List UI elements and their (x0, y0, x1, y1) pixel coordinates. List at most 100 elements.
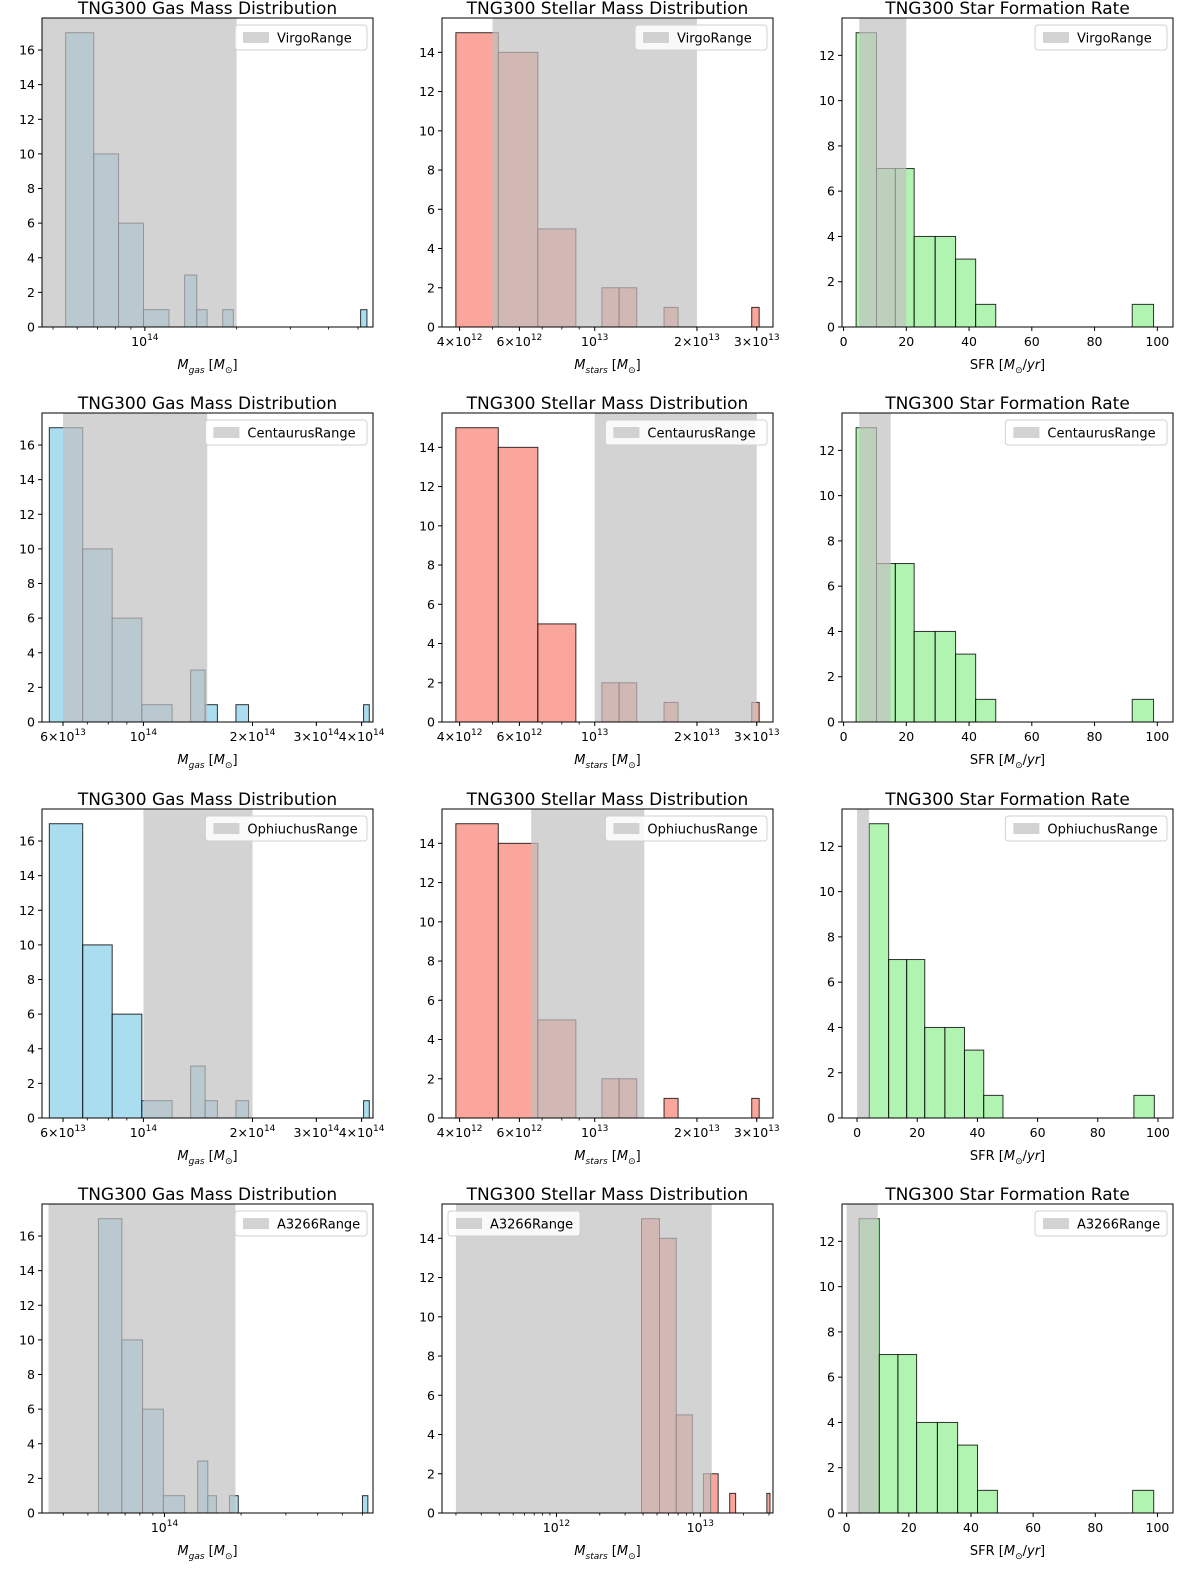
histogram-bar (934, 235, 957, 327)
y-tick-label: 12 (419, 1270, 435, 1285)
x-tick-label: 60 (1024, 729, 1040, 744)
y-tick-label: 6 (827, 579, 835, 594)
y-tick-label: 4 (427, 636, 435, 651)
chart-panel-3-2: 0 2 4 6 8 10 12 14 4×1012 6×1012 1013 2×1013 3×1013 T… (400, 791, 800, 1186)
x-tick-label: 3×1013 (734, 333, 780, 349)
y-tick-label: 6 (427, 993, 435, 1008)
y-axis: 0 2 4 6 8 10 12 14 16 (19, 834, 42, 1126)
chart-title: TNG300 Star Formation Rate (884, 0, 1130, 19)
y-tick-label: 14 (19, 77, 35, 92)
histogram-bar (751, 306, 760, 327)
y-tick-label: 8 (827, 533, 835, 548)
x-axis-label: Mgas [M⊙] (177, 753, 237, 771)
legend: VirgoRange (634, 24, 768, 51)
histogram-bar (1131, 698, 1155, 722)
histogram-bar (663, 1097, 679, 1118)
histogram-bar (455, 823, 499, 1118)
y-tick-label: 10 (419, 1309, 435, 1324)
histogram-bar (913, 235, 936, 327)
y-tick-label: 4 (27, 250, 35, 265)
histogram-bar (729, 1492, 737, 1513)
cluster-range-band (492, 18, 697, 327)
x-tick-label: 1014 (131, 333, 159, 349)
histogram-bar (983, 1094, 1004, 1118)
y-tick-label: 12 (19, 1298, 35, 1313)
y-tick-label: 0 (427, 320, 435, 335)
histogram-bar (455, 427, 499, 722)
y-tick-label: 6 (427, 202, 435, 217)
y-tick-label: 12 (19, 507, 35, 522)
axes-frame (41, 1203, 374, 1514)
y-tick-label: 10 (419, 123, 435, 138)
x-tick-label: 40 (969, 1125, 985, 1140)
legend-swatch (613, 823, 640, 834)
y-tick-label: 2 (27, 1076, 35, 1091)
x-tick-label: 6×1012 (496, 333, 542, 349)
axes-frame (441, 17, 774, 328)
y-tick-label: 10 (819, 1279, 835, 1294)
legend-swatch (456, 1218, 482, 1229)
x-axis-label: Mgas [M⊙] (177, 1544, 237, 1562)
chart-svg: 0 2 4 6 8 10 12 14 16 1014 TNG300 Gas Mass Distrib… (19, 1186, 374, 1562)
histogram-bar (955, 653, 977, 722)
cluster-range-band (594, 413, 757, 722)
y-tick-label: 2 (27, 1471, 35, 1486)
y-tick-label: 2 (427, 1071, 435, 1086)
x-tick-label: 2×1014 (230, 728, 276, 744)
legend-label: VirgoRange (677, 32, 752, 47)
cluster-range-band (859, 413, 891, 722)
y-tick-label: 4 (427, 241, 435, 256)
histogram-bar (934, 630, 957, 722)
x-tick-label: 4×1014 (339, 728, 385, 744)
histogram-bar (944, 1026, 965, 1118)
legend-label: A3266Range (490, 1218, 573, 1233)
x-tick-label: 20 (898, 334, 914, 349)
histogram-bar (537, 623, 577, 722)
y-tick-label: 6 (27, 1402, 35, 1417)
x-tick-label: 80 (1087, 1520, 1103, 1535)
y-tick-label: 6 (27, 216, 35, 231)
cluster-range-band (455, 1204, 712, 1513)
legend-swatch (243, 32, 269, 43)
y-tick-label: 10 (819, 488, 835, 503)
histogram-bar (975, 303, 997, 327)
y-tick-label: 2 (427, 675, 435, 690)
x-axis-label: Mstars [M⊙] (574, 358, 640, 376)
x-axis: 4×1012 6×1012 1013 2×1013 3×1013 (437, 327, 780, 349)
x-axis: 4×1012 6×1012 1013 2×1013 3×1013 (437, 1118, 780, 1140)
y-tick-label: 0 (827, 320, 835, 335)
y-axis: 0 2 4 6 8 10 12 (819, 839, 842, 1126)
y-tick-label: 12 (819, 839, 835, 854)
histogram-bar (906, 959, 926, 1118)
chart-svg: 0 2 4 6 8 10 12 0 20 40 60 80 100 TNG300 Star Formati… (819, 1186, 1174, 1562)
legend-label: VirgoRange (277, 32, 352, 47)
cluster-range-band (846, 1204, 878, 1513)
chart-title: TNG300 Gas Mass Distribution (77, 395, 337, 414)
y-tick-label: 10 (419, 518, 435, 533)
x-axis: 0 20 40 60 80 100 (840, 327, 1169, 349)
histogram-bar (360, 309, 368, 327)
y-tick-label: 0 (427, 1111, 435, 1126)
x-tick-label: 1014 (130, 1124, 158, 1140)
y-axis: 0 2 4 6 8 10 12 14 16 (19, 438, 42, 730)
y-tick-label: 14 (19, 868, 35, 883)
legend-swatch (1043, 32, 1069, 43)
x-tick-label: 3×1014 (293, 1124, 339, 1140)
legend: CentaurusRange (1004, 419, 1168, 446)
y-tick-label: 8 (27, 181, 35, 196)
chart-title: TNG300 Star Formation Rate (884, 791, 1130, 810)
chart-panel-4-2: 0 2 4 6 8 10 12 14 1012 1013 TNG300 Stellar Mass D… (400, 1186, 800, 1581)
y-tick-label: 8 (27, 576, 35, 591)
y-tick-label: 8 (427, 163, 435, 178)
chart-panel-3-3: 0 2 4 6 8 10 12 0 20 40 60 80 100 TNG300 Star Formati… (800, 791, 1200, 1186)
chart-panel-2-1: 0 2 4 6 8 10 12 14 16 6×1013 1014 2×1014 3×1014 4×101… (0, 395, 400, 790)
y-tick-label: 10 (819, 93, 835, 108)
x-tick-label: 1014 (130, 728, 158, 744)
y-axis: 0 2 4 6 8 10 12 14 16 (19, 1229, 42, 1521)
x-tick-label: 6×1012 (496, 728, 542, 744)
legend: A3266Range (234, 1210, 368, 1237)
cluster-range-band (859, 18, 907, 327)
histogram-bar (963, 1049, 985, 1118)
y-tick-label: 0 (27, 1506, 35, 1521)
y-axis: 0 2 4 6 8 10 12 14 (419, 45, 442, 335)
